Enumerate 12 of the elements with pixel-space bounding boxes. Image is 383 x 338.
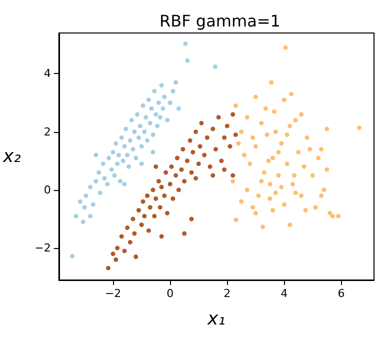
- x-axis-title: x₁: [206, 308, 226, 330]
- y-tick-label: −2: [34, 242, 51, 255]
- y-tick-label: 0: [44, 183, 51, 196]
- y-axis-title: x₂: [2, 146, 21, 167]
- x-tick-label: 6: [338, 287, 345, 300]
- x-tick-label: 0: [166, 287, 174, 300]
- x-tick-label: 4: [280, 287, 288, 300]
- chart-title: RBF gamma=1: [160, 12, 280, 30]
- x-tick-label: −2: [104, 287, 122, 300]
- y-tick-label: 4: [44, 67, 51, 80]
- y-tick-label: 2: [44, 125, 51, 138]
- x-tick-label: 2: [224, 287, 231, 300]
